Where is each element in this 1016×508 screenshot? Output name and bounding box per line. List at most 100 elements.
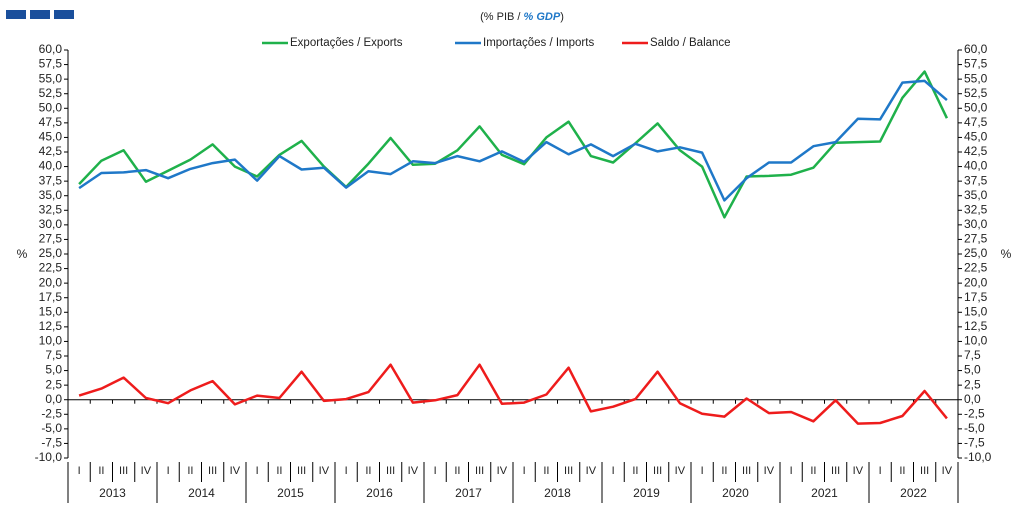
- legend-label: Importações / Imports: [483, 37, 594, 49]
- x-tick-label: IV: [764, 465, 775, 477]
- x-tick-label: II: [810, 465, 816, 477]
- x-tick-label: I: [790, 465, 793, 477]
- y2-tick-label: 35,0: [964, 188, 988, 202]
- y2-tick-label: 42,5: [964, 144, 988, 158]
- year-label: 2015: [277, 486, 304, 500]
- x-tick-label: II: [365, 465, 371, 477]
- x-tick-label: II: [543, 465, 549, 477]
- y2-tick-label: -7,5: [964, 436, 985, 450]
- x-tick-label: I: [345, 465, 348, 477]
- x-tick-label: I: [612, 465, 615, 477]
- subtitle: (% PIB / % GDP): [480, 11, 564, 23]
- y2-tick-label: 27,5: [964, 232, 988, 246]
- y2-tick-label: 10,0: [964, 334, 988, 348]
- y2-tick-label: 57,5: [964, 57, 988, 71]
- x-tick-label: III: [475, 465, 484, 477]
- y-tick-label: 60,0: [39, 42, 63, 56]
- legend-label: Saldo / Balance: [650, 37, 731, 49]
- x-tick-label: II: [899, 465, 905, 477]
- x-tick-label: II: [98, 465, 104, 477]
- y-tick-label: 15,0: [39, 304, 63, 318]
- year-label: 2021: [811, 486, 838, 500]
- y2-tick-label: 30,0: [964, 217, 988, 231]
- x-tick-label: IV: [853, 465, 864, 477]
- y2-tick-label: 0,0: [964, 392, 981, 406]
- y2-tick-label: 47,5: [964, 115, 988, 129]
- y-tick-label: 20,0: [39, 275, 63, 289]
- y-tick-label: 37,5: [39, 173, 63, 187]
- y-tick-label: 10,0: [39, 334, 63, 348]
- y2-tick-label: 50,0: [964, 100, 988, 114]
- y-tick-label: 40,0: [39, 159, 63, 173]
- x-tick-label: III: [386, 465, 395, 477]
- x-tick-label: II: [721, 465, 727, 477]
- y-tick-label: 17,5: [39, 290, 63, 304]
- y-tick-label: 47,5: [39, 115, 63, 129]
- year-label: 2020: [722, 486, 749, 500]
- y2-tick-label: 60,0: [964, 42, 988, 56]
- x-tick-label: IV: [675, 465, 686, 477]
- series-line: [78, 363, 948, 425]
- y2-tick-label: 20,0: [964, 275, 988, 289]
- year-label: 2016: [366, 486, 393, 500]
- x-tick-label: III: [920, 465, 929, 477]
- y-tick-label: 25,0: [39, 246, 63, 260]
- x-tick-label: IV: [586, 465, 597, 477]
- y-tick-label: 27,5: [39, 232, 63, 246]
- y2-tick-label: 7,5: [964, 348, 981, 362]
- x-tick-label: IV: [319, 465, 330, 477]
- y2-tick-label: 22,5: [964, 261, 988, 275]
- y2-tick-label: 52,5: [964, 86, 988, 100]
- x-tick-label: III: [831, 465, 840, 477]
- y-tick-label: 0,0: [45, 392, 62, 406]
- x-tick-label: IV: [141, 465, 152, 477]
- x-tick-label: I: [256, 465, 259, 477]
- y2-tick-label: 25,0: [964, 246, 988, 260]
- y-tick-label: 35,0: [39, 188, 63, 202]
- y-tick-label: -10,0: [35, 450, 63, 464]
- y2-tick-label: 37,5: [964, 173, 988, 187]
- x-tick-label: II: [454, 465, 460, 477]
- y-tick-label: 30,0: [39, 217, 63, 231]
- y-tick-label: -5,0: [41, 421, 62, 435]
- x-tick-label: IV: [497, 465, 508, 477]
- series-line: [78, 70, 949, 219]
- year-label: 2017: [455, 486, 482, 500]
- y-tick-label: -2,5: [41, 406, 62, 420]
- year-label: 2022: [900, 486, 927, 500]
- x-tick-label: III: [564, 465, 573, 477]
- year-label: 2014: [188, 486, 215, 500]
- y2-tick-label: -2,5: [964, 406, 985, 420]
- x-tick-label: II: [632, 465, 638, 477]
- logo-block: [54, 10, 74, 19]
- x-tick-label: IV: [230, 465, 241, 477]
- x-tick-label: III: [653, 465, 662, 477]
- x-tick-label: I: [434, 465, 437, 477]
- y-axis-label: %: [17, 247, 28, 261]
- y-tick-label: 22,5: [39, 261, 63, 275]
- year-label: 2013: [99, 486, 126, 500]
- y-tick-label: -7,5: [41, 436, 62, 450]
- y-tick-label: 52,5: [39, 86, 63, 100]
- x-tick-label: III: [208, 465, 217, 477]
- y2-tick-label: 40,0: [964, 159, 988, 173]
- year-label: 2019: [633, 486, 660, 500]
- legend-label: Exportações / Exports: [290, 37, 403, 49]
- x-tick-label: III: [297, 465, 306, 477]
- x-tick-label: II: [187, 465, 193, 477]
- x-tick-label: IV: [408, 465, 419, 477]
- y2-tick-label: 55,0: [964, 71, 988, 85]
- y2-tick-label: 17,5: [964, 290, 988, 304]
- x-tick-label: I: [701, 465, 704, 477]
- x-tick-label: II: [276, 465, 282, 477]
- x-tick-label: IV: [942, 465, 953, 477]
- y-tick-label: 2,5: [45, 377, 62, 391]
- y2-axis-label: %: [1001, 247, 1012, 261]
- y-tick-label: 55,0: [39, 71, 63, 85]
- x-tick-label: I: [167, 465, 170, 477]
- x-tick-label: I: [523, 465, 526, 477]
- y2-tick-label: 12,5: [964, 319, 988, 333]
- y2-tick-label: 5,0: [964, 363, 981, 377]
- y2-tick-label: -5,0: [964, 421, 985, 435]
